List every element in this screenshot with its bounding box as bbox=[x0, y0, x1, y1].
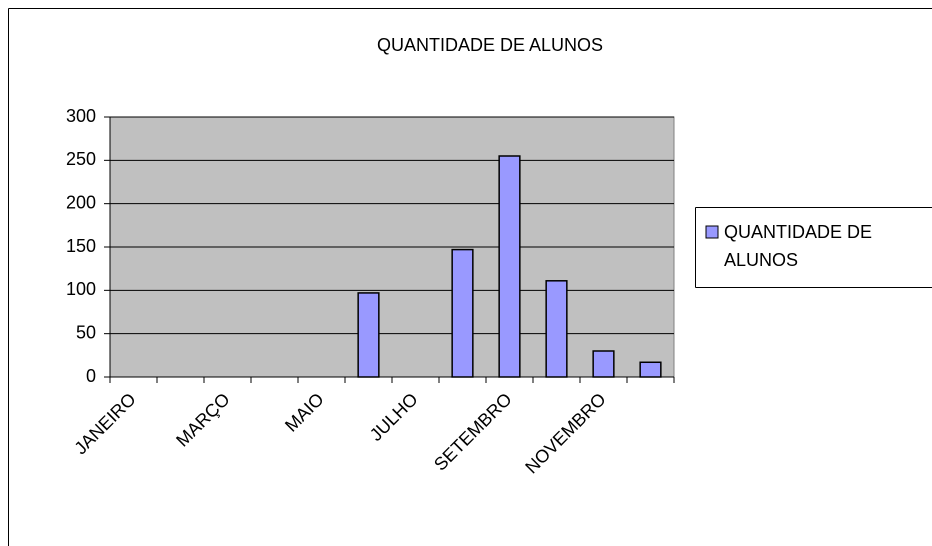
bar bbox=[592, 350, 615, 378]
legend-swatch bbox=[705, 225, 719, 239]
x-tick-label: SETEMBRO bbox=[430, 389, 516, 475]
bar bbox=[357, 292, 380, 378]
y-tick-label: 250 bbox=[66, 149, 96, 169]
y-tick-label: 200 bbox=[66, 192, 96, 212]
x-tick-label: JULHO bbox=[366, 389, 422, 445]
x-tick-label: JANEIRO bbox=[70, 389, 139, 458]
y-tick-label: 0 bbox=[86, 366, 96, 386]
bar bbox=[498, 155, 521, 378]
x-tick-label: NOVEMBRO bbox=[521, 389, 609, 477]
y-tick-label: 100 bbox=[66, 279, 96, 299]
x-tick-label: MARÇO bbox=[172, 389, 234, 451]
y-tick-label: 150 bbox=[66, 236, 96, 256]
y-tick-label: 50 bbox=[76, 322, 96, 342]
bar bbox=[451, 248, 474, 378]
bar bbox=[545, 280, 568, 378]
legend-label: QUANTIDADE DE ALUNOS bbox=[724, 222, 872, 270]
chart-title: QUANTIDADE DE ALUNOS bbox=[377, 35, 603, 55]
x-tick-label: MAIO bbox=[281, 389, 328, 436]
bar bbox=[639, 361, 662, 378]
y-tick-label: 300 bbox=[66, 106, 96, 126]
